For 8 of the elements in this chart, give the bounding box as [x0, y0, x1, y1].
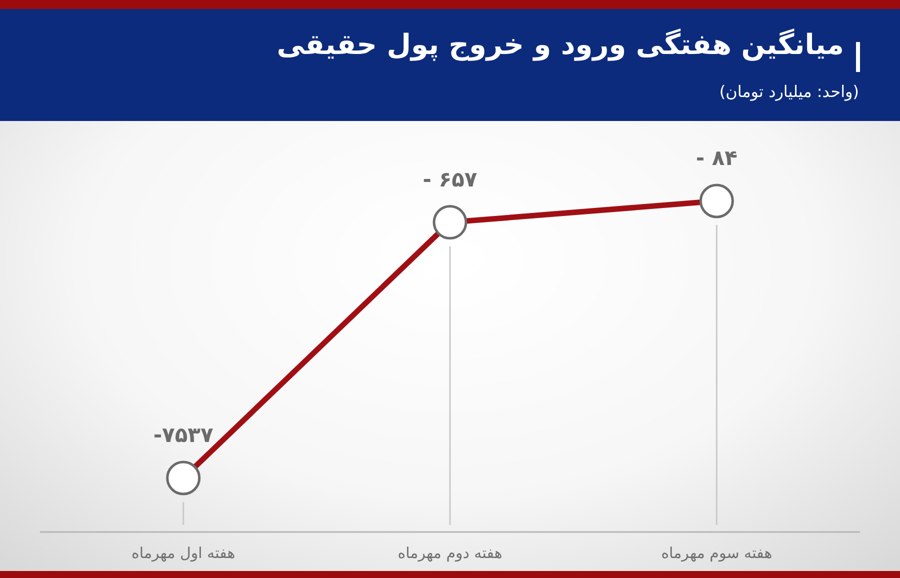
x-tick-label: هفته اول مهرماه [132, 544, 236, 562]
data-label: - ۸۴ [696, 146, 738, 170]
x-tick-label: هفته سوم مهرماه [661, 544, 772, 562]
data-label: -۷۵۳۷ [153, 423, 214, 447]
x-tick-label: هفته دوم مهرماه [398, 544, 502, 562]
data-label: - ۶۵۷ [422, 167, 478, 192]
chart-subtitle: (واحد: میلیارد تومان) [719, 82, 859, 102]
chart-title: میانگین هفتگی ورود و خروج پول حقیقی [276, 28, 844, 62]
